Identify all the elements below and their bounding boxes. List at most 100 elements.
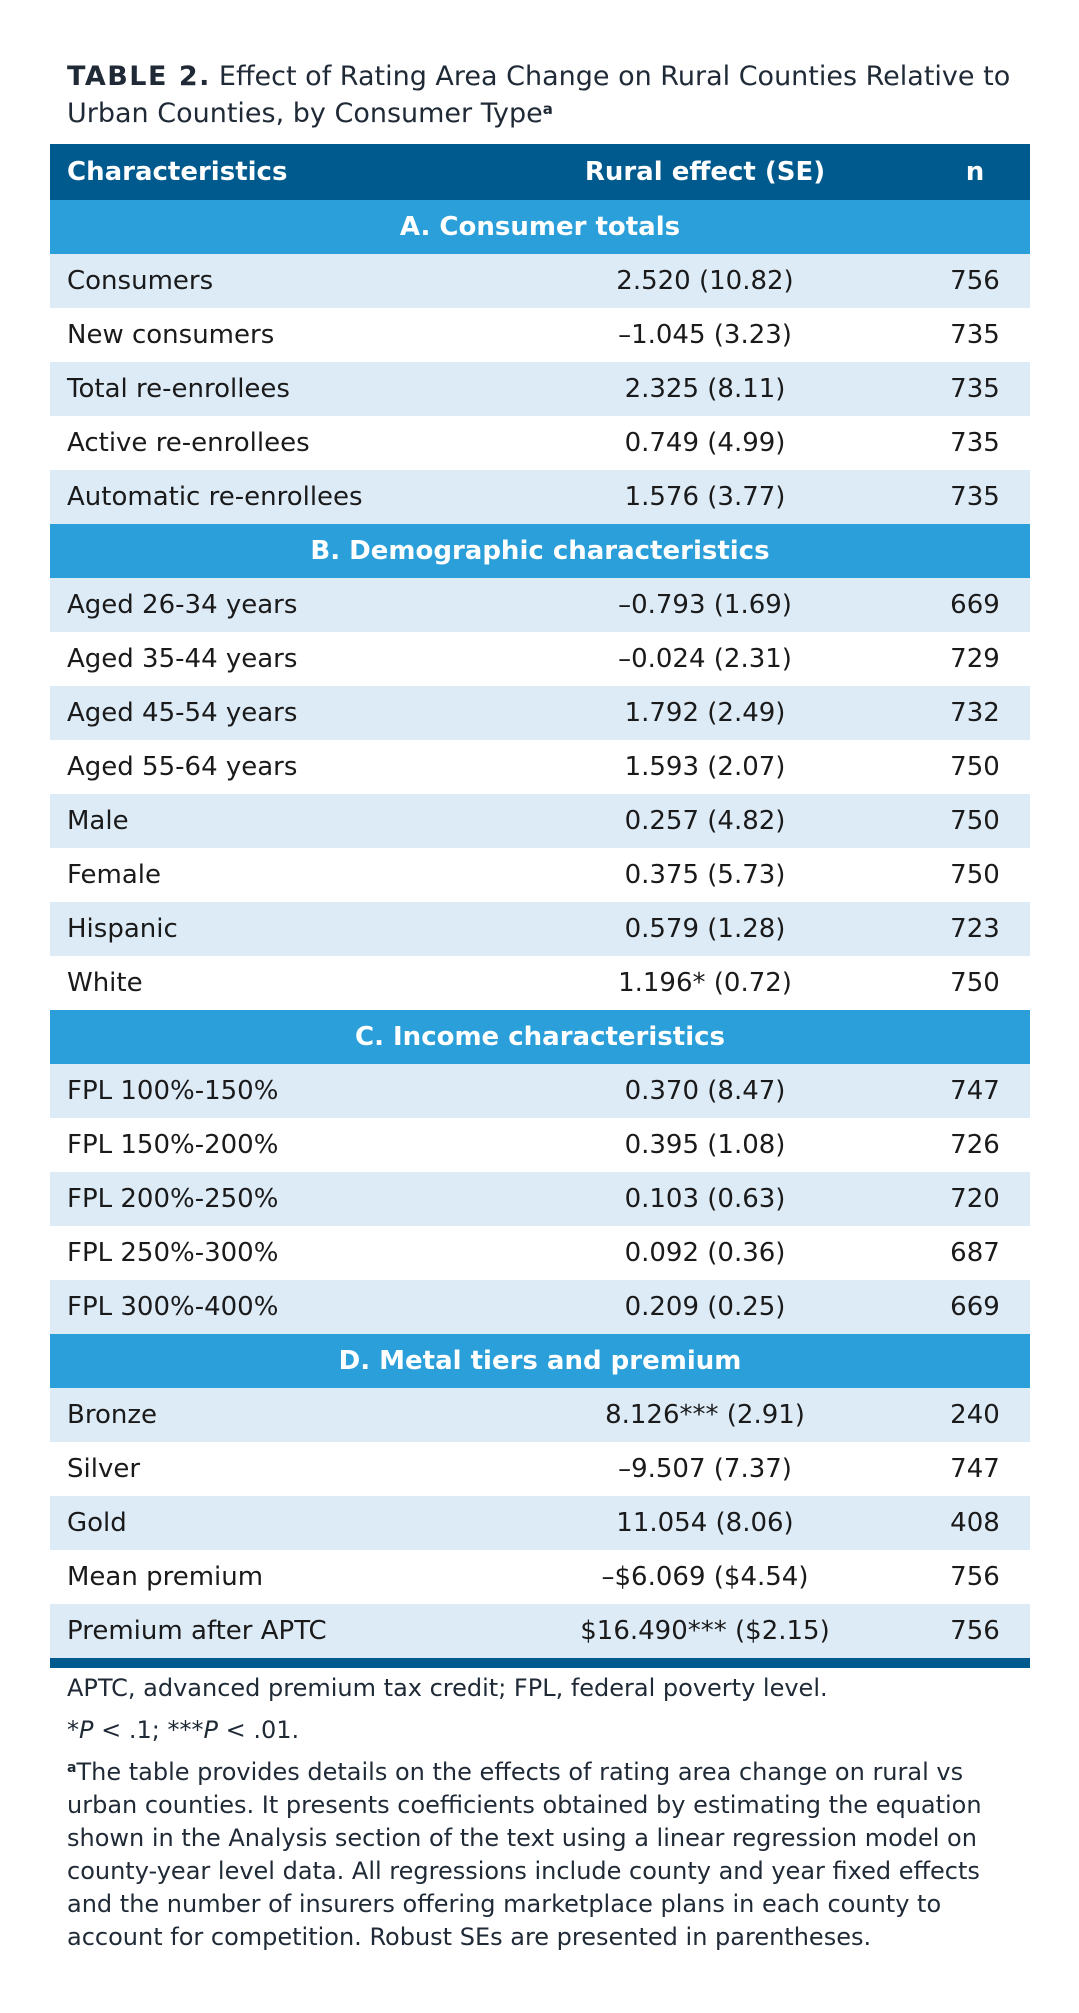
cell-n: 735 [950,482,1000,512]
cell-rural-effect: 8.126*** (2.91) [605,1400,805,1430]
header-rural-effect: Rural effect (SE) [584,157,826,187]
cell-characteristic: Aged 35-44 years [67,644,298,674]
cell-rural-effect: 0.209 (0.25) [624,1292,786,1322]
significance-note: *P < .1; ***P < .01. [67,1716,300,1744]
table-row: Total re-enrollees 2.325 (8.11) 735 [50,362,1030,416]
table-row: Mean premium –$6.069 ($4.54) 756 [50,1550,1030,1604]
footnote-marker: a [67,1760,77,1776]
table-row: Silver –9.507 (7.37) 747 [50,1442,1030,1496]
cell-characteristic: White [67,968,143,998]
table-row: Aged 45-54 years 1.792 (2.49) 732 [50,686,1030,740]
cell-rural-effect: 0.370 (8.47) [624,1076,786,1106]
footnote-text: The table provides details on the effect… [67,1758,982,1951]
table-row: Bronze 8.126*** (2.91) 240 [50,1388,1030,1442]
cell-rural-effect: 0.257 (4.82) [624,806,786,836]
cell-characteristic: Aged 26-34 years [67,590,298,620]
cell-n: 750 [950,806,1000,836]
cell-n: 735 [950,428,1000,458]
cell-n: 756 [950,1616,1000,1646]
cell-characteristic: Aged 55-64 years [67,752,298,782]
cell-rural-effect: 2.520 (10.82) [616,266,794,296]
table-header-row: Characteristics Rural effect (SE) n [50,144,1030,200]
table-row: Hispanic 0.579 (1.28) 723 [50,902,1030,956]
data-table: Characteristics Rural effect (SE) n A. C… [50,144,1030,1668]
cell-characteristic: FPL 150%-200% [67,1130,279,1160]
cell-characteristic: Silver [67,1454,141,1484]
cell-n: 735 [950,374,1000,404]
table-notes: APTC, advanced premium tax credit; FPL, … [67,1672,1027,1963]
cell-characteristic: Bronze [67,1400,157,1430]
section-header: C. Income characteristics [50,1010,1030,1064]
cell-n: 669 [950,590,1000,620]
cell-n: 747 [950,1076,1000,1106]
cell-rural-effect: $16.490*** ($2.15) [580,1616,830,1646]
table-title: Effect of Rating Area Change on Rural Co… [67,61,1011,129]
caption-footnote-marker: a [542,100,553,118]
table-row: FPL 200%-250% 0.103 (0.63) 720 [50,1172,1030,1226]
cell-characteristic: Mean premium [67,1562,264,1592]
table-row: Aged 35-44 years –0.024 (2.31) 729 [50,632,1030,686]
cell-n: 687 [950,1238,1000,1268]
table-row: Consumers 2.520 (10.82) 756 [50,254,1030,308]
section-header: A. Consumer totals [50,200,1030,254]
cell-rural-effect: –9.507 (7.37) [618,1454,792,1484]
table-row: White 1.196* (0.72) 750 [50,956,1030,1010]
table-bottom-rule [50,1658,1030,1668]
cell-characteristic: Automatic re-enrollees [67,482,363,512]
cell-rural-effect: 0.749 (4.99) [624,428,786,458]
cell-rural-effect: 1.593 (2.07) [624,752,786,782]
cell-rural-effect: 1.576 (3.77) [624,482,786,512]
cell-rural-effect: –1.045 (3.23) [618,320,792,350]
cell-characteristic: Consumers [67,266,214,296]
table-row: Active re-enrollees 0.749 (4.99) 735 [50,416,1030,470]
cell-characteristic: FPL 300%-400% [67,1292,279,1322]
footnote-a: aThe table provides details on the effec… [67,1756,1027,1954]
cell-n: 750 [950,752,1000,782]
table-row: Premium after APTC $16.490*** ($2.15) 756 [50,1604,1030,1658]
cell-rural-effect: 0.395 (1.08) [624,1130,786,1160]
cell-characteristic: FPL 100%-150% [67,1076,279,1106]
table-row: Female 0.375 (5.73) 750 [50,848,1030,902]
cell-characteristic: FPL 200%-250% [67,1184,279,1214]
section-header: D. Metal tiers and premium [50,1334,1030,1388]
cell-n: 756 [950,1562,1000,1592]
table-row: Aged 26-34 years –0.793 (1.69) 669 [50,578,1030,632]
cell-n: 726 [950,1130,1000,1160]
cell-rural-effect: –0.793 (1.69) [618,590,792,620]
table-row: Automatic re-enrollees 1.576 (3.77) 735 [50,470,1030,524]
header-n: n [965,157,985,187]
section-header: B. Demographic characteristics [50,524,1030,578]
cell-n: 756 [950,266,1000,296]
cell-n: 408 [950,1508,1000,1538]
cell-rural-effect: 1.792 (2.49) [624,698,786,728]
table-row: Aged 55-64 years 1.593 (2.07) 750 [50,740,1030,794]
table-caption: TABLE 2. Effect of Rating Area Change on … [67,58,1027,132]
cell-rural-effect: 0.092 (0.36) [624,1238,786,1268]
table-row: FPL 100%-150% 0.370 (8.47) 747 [50,1064,1030,1118]
header-characteristics: Characteristics [67,157,288,187]
cell-rural-effect: 0.103 (0.63) [624,1184,786,1214]
cell-characteristic: FPL 250%-300% [67,1238,279,1268]
cell-n: 732 [950,698,1000,728]
cell-characteristic: Premium after APTC [67,1616,327,1646]
cell-characteristic: Hispanic [67,914,178,944]
cell-characteristic: Male [67,806,129,836]
cell-characteristic: Active re-enrollees [67,428,310,458]
cell-n: 747 [950,1454,1000,1484]
cell-n: 720 [950,1184,1000,1214]
table-row: Gold 11.054 (8.06) 408 [50,1496,1030,1550]
cell-characteristic: Aged 45-54 years [67,698,298,728]
cell-characteristic: New consumers [67,320,275,350]
cell-n: 240 [950,1400,1000,1430]
cell-n: 669 [950,1292,1000,1322]
cell-rural-effect: 0.579 (1.28) [624,914,786,944]
table-label: TABLE 2. [67,61,211,92]
table-row: New consumers –1.045 (3.23) 735 [50,308,1030,362]
table-row: FPL 250%-300% 0.092 (0.36) 687 [50,1226,1030,1280]
table-row: FPL 150%-200% 0.395 (1.08) 726 [50,1118,1030,1172]
cell-n: 750 [950,860,1000,890]
cell-rural-effect: 2.325 (8.11) [624,374,786,404]
table-row: FPL 300%-400% 0.209 (0.25) 669 [50,1280,1030,1334]
table-row: Male 0.257 (4.82) 750 [50,794,1030,848]
cell-rural-effect: 0.375 (5.73) [624,860,786,890]
